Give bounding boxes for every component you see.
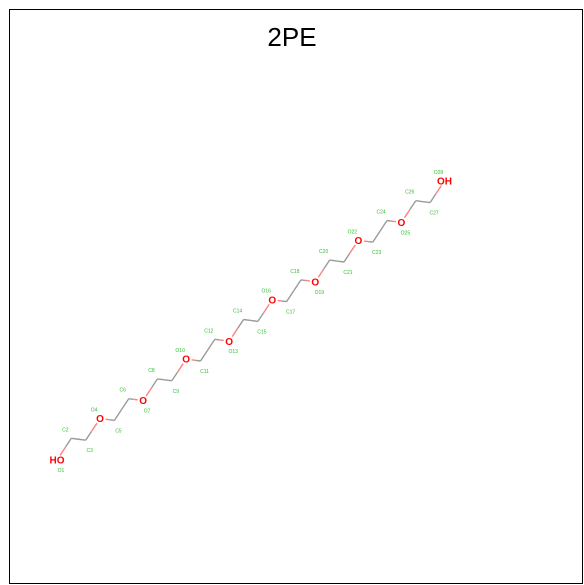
atom-label-o10: O10: [175, 348, 185, 354]
atom-symbol-o7: O: [139, 396, 147, 407]
bond: [386, 219, 397, 223]
bond: [199, 338, 216, 362]
atom-label-o16: O16: [262, 289, 272, 295]
atom-label-c18: C18: [290, 269, 299, 275]
bond: [415, 200, 431, 204]
bond: [277, 299, 287, 303]
atom-label-o22: O22: [348, 229, 358, 235]
bond: [171, 363, 184, 382]
bond: [128, 398, 138, 401]
atom-label-c20: C20: [319, 249, 328, 255]
atom-label-o7: O7: [144, 409, 151, 415]
bond: [243, 318, 258, 323]
atom-label-c5: C5: [115, 428, 122, 434]
bond: [113, 398, 130, 421]
atom-symbol-o1: HO: [50, 456, 65, 467]
bond: [105, 418, 115, 422]
atom-label-c6: C6: [120, 388, 127, 394]
atom-label-c15: C15: [257, 329, 266, 335]
bond: [71, 437, 86, 441]
atom-label-o28: O28: [434, 170, 444, 176]
bond: [286, 279, 302, 302]
bond: [231, 319, 245, 337]
bond: [363, 240, 373, 243]
atom-symbol-o13: O: [225, 337, 233, 348]
atom-label-o1: O1: [58, 468, 65, 474]
atom-label-c26: C26: [405, 190, 414, 196]
bond: [157, 378, 172, 382]
atom-label-o19: O19: [315, 290, 325, 296]
bond: [317, 259, 331, 278]
atom-label-c9: C9: [173, 389, 180, 395]
atom-symbol-o22: O: [354, 236, 362, 247]
atom-label-c17: C17: [286, 310, 295, 316]
bond: [300, 279, 310, 282]
atom-label-c24: C24: [376, 210, 385, 216]
bond: [403, 200, 417, 219]
atom-symbol-o16: O: [268, 295, 276, 306]
atom-label-c8: C8: [148, 368, 155, 374]
atom-symbol-o4: O: [96, 414, 104, 425]
atom-label-c21: C21: [343, 270, 352, 276]
atom-label-o13: O13: [228, 349, 238, 355]
bond: [372, 220, 388, 243]
atom-label-c2: C2: [62, 427, 69, 433]
atom-symbol-o28: OH: [437, 177, 452, 188]
bond: [59, 437, 72, 456]
atom-symbol-o19: O: [311, 277, 319, 288]
bond: [214, 338, 224, 342]
atom-label-c14: C14: [233, 309, 242, 315]
atom-symbol-o25: O: [398, 218, 406, 229]
atom-label-c11: C11: [200, 369, 209, 375]
bond: [329, 259, 345, 263]
atom-label-c12: C12: [204, 328, 213, 334]
bond: [429, 185, 443, 203]
atom-symbol-o10: O: [182, 355, 190, 366]
molecule-title: 2PE: [267, 22, 317, 52]
atom-label-c27: C27: [430, 211, 439, 217]
bond: [85, 422, 98, 441]
bond: [257, 303, 270, 322]
bond: [191, 359, 201, 362]
molecule-panel: [9, 9, 583, 584]
atom-label-c3: C3: [86, 448, 93, 454]
atom-label-c23: C23: [372, 250, 381, 256]
bond: [145, 378, 159, 397]
atom-label-o25: O25: [401, 230, 411, 236]
bond: [343, 244, 356, 263]
atom-label-o4: O4: [91, 408, 98, 414]
